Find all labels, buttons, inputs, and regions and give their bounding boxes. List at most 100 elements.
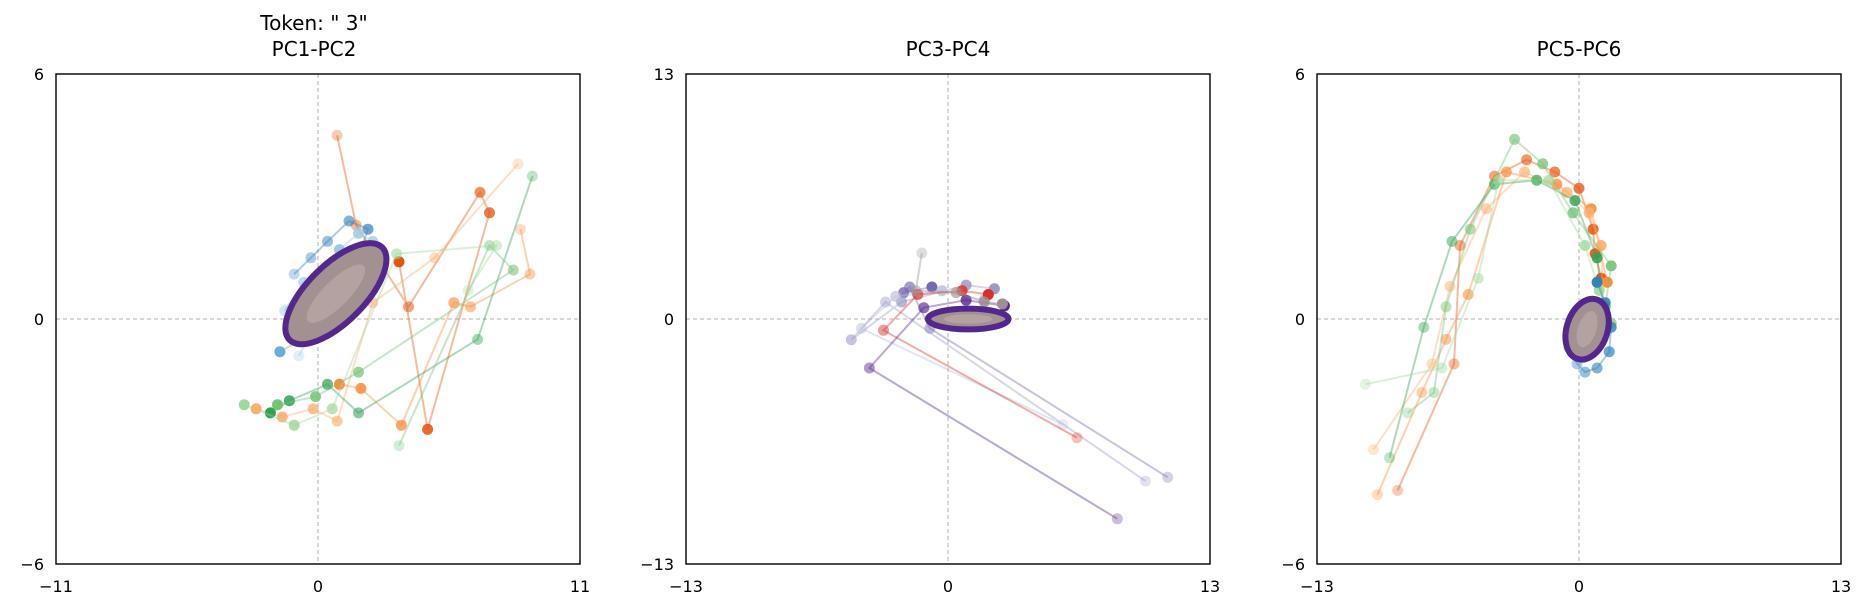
trajectory-point [238, 399, 250, 411]
x-tick-label: 0 [313, 577, 323, 596]
trajectory-point [288, 268, 300, 280]
trajectory-point [863, 362, 875, 374]
trajectory-point [307, 403, 319, 415]
y-tick-label: 13 [654, 65, 674, 84]
y-tick-label: −6 [1281, 555, 1305, 574]
trajectory-point [395, 419, 407, 431]
x-tick-label: 0 [1574, 577, 1584, 596]
panel-title-pc5-pc6: PC5-PC6 [1537, 37, 1622, 61]
trajectory-point [1583, 207, 1595, 219]
trajectory-point [855, 322, 867, 334]
figure-suptitle: Token: " 3" [259, 11, 367, 35]
trajectory-point [355, 382, 367, 394]
trajectory-point [322, 235, 333, 247]
trajectory-point [1569, 195, 1581, 207]
trajectory-line [243, 244, 499, 427]
x-tick-label: 0 [943, 577, 953, 596]
trajectory-line [1388, 179, 1607, 459]
y-tick-label: −13 [640, 555, 674, 574]
trajectory-point [1446, 235, 1458, 247]
trajectory-point [1567, 207, 1579, 219]
trajectory-point [1579, 366, 1591, 378]
trajectory-point [1587, 223, 1599, 235]
trajectory-point [1071, 432, 1083, 444]
trajectory-point [1462, 289, 1474, 300]
trajectory-point [333, 378, 345, 390]
trajectory-point [343, 215, 355, 227]
axes-frame-pc3-pc4 [685, 73, 1211, 565]
trajectory-point [1464, 223, 1476, 235]
trajectory-point [1601, 276, 1613, 288]
plot-area-pc1-pc2 [56, 74, 580, 564]
trajectory-point [1454, 240, 1466, 251]
trajectory-point [322, 378, 333, 390]
panel-title-pc1-pc2: PC1-PC2 [272, 37, 357, 61]
trajectory-point [1603, 346, 1615, 358]
trajectory-point [507, 264, 519, 276]
trajectory-point [1444, 280, 1456, 292]
trajectory-point [916, 247, 928, 259]
trajectory-point [362, 223, 374, 235]
trajectory-point [353, 407, 364, 419]
trajectory-point [1372, 489, 1383, 501]
x-tick-labels-pc5-pc6: −13 0 13 [1300, 577, 1851, 596]
trajectory-point [331, 129, 343, 141]
core-cluster-highlight [306, 264, 366, 323]
trajectory-point [1591, 362, 1603, 374]
panel-pc5-pc6: PC5-PC6 −13 0 13 −6 0 6 [1281, 37, 1851, 596]
trajectory-point [515, 223, 526, 235]
trajectory-point [1480, 203, 1492, 215]
trajectory-point [331, 415, 343, 427]
trajectory-point [429, 252, 441, 264]
trajectory-point [310, 391, 322, 403]
trajectory-point [491, 240, 503, 251]
trajectory-point [1492, 174, 1504, 186]
x-tick-labels-pc1-pc2: −11 0 11 [39, 577, 590, 596]
trajectory-point [293, 350, 305, 362]
trajectory-point [274, 346, 286, 358]
y-tick-label: −6 [20, 555, 44, 574]
trajectory-point [1531, 174, 1543, 186]
trajectory-point [1595, 240, 1607, 251]
trajectory-point [1579, 240, 1591, 251]
trajectory-point [1500, 166, 1512, 178]
trajectory-point [472, 333, 484, 345]
trajectory-point [283, 395, 295, 407]
x-tick-label: 11 [570, 577, 590, 596]
trajectory-point [474, 186, 486, 198]
trajectory-point [1359, 378, 1371, 390]
trajectory-point [1418, 321, 1430, 333]
trajectory-point [912, 289, 924, 300]
y-tick-labels-pc3-pc4: −13 0 13 [640, 65, 674, 574]
trajectory-point [403, 301, 414, 313]
trajectory-point [1537, 158, 1549, 170]
axes-frame-pc1-pc2 [55, 73, 581, 565]
trajectory-point [305, 252, 317, 264]
trajectory-point [526, 170, 538, 182]
trajectory-point [276, 411, 288, 423]
trajectory-point [910, 285, 922, 297]
trajectory-point [1440, 333, 1452, 345]
trajectory-point [1440, 301, 1452, 313]
trajectory-point [1573, 182, 1585, 194]
y-tick-label: 6 [1295, 65, 1305, 84]
trajectory-point [1448, 358, 1460, 370]
trajectory-point [422, 423, 434, 435]
trajectory-point [462, 284, 474, 296]
trajectory-point [936, 285, 948, 297]
x-tick-labels-pc3-pc4: −13 0 13 [669, 577, 1220, 596]
trajectory-point [1605, 260, 1617, 272]
x-tick-label: −11 [39, 577, 73, 596]
trajectory-point [1057, 419, 1069, 430]
trajectory-point [890, 290, 902, 302]
trajectory-point [250, 403, 262, 415]
panel-pc1-pc2: PC1-PC2 −11 0 11 −6 0 6 [20, 37, 590, 596]
plot-area-pc5-pc6 [1317, 74, 1841, 564]
trajectory-point [1472, 272, 1484, 284]
trajectory-point [880, 296, 891, 308]
trajectory-point [1367, 444, 1379, 456]
x-tick-label: 13 [1831, 577, 1851, 596]
trajectory-point [353, 366, 364, 378]
axes-frame-pc5-pc6 [1316, 73, 1842, 565]
